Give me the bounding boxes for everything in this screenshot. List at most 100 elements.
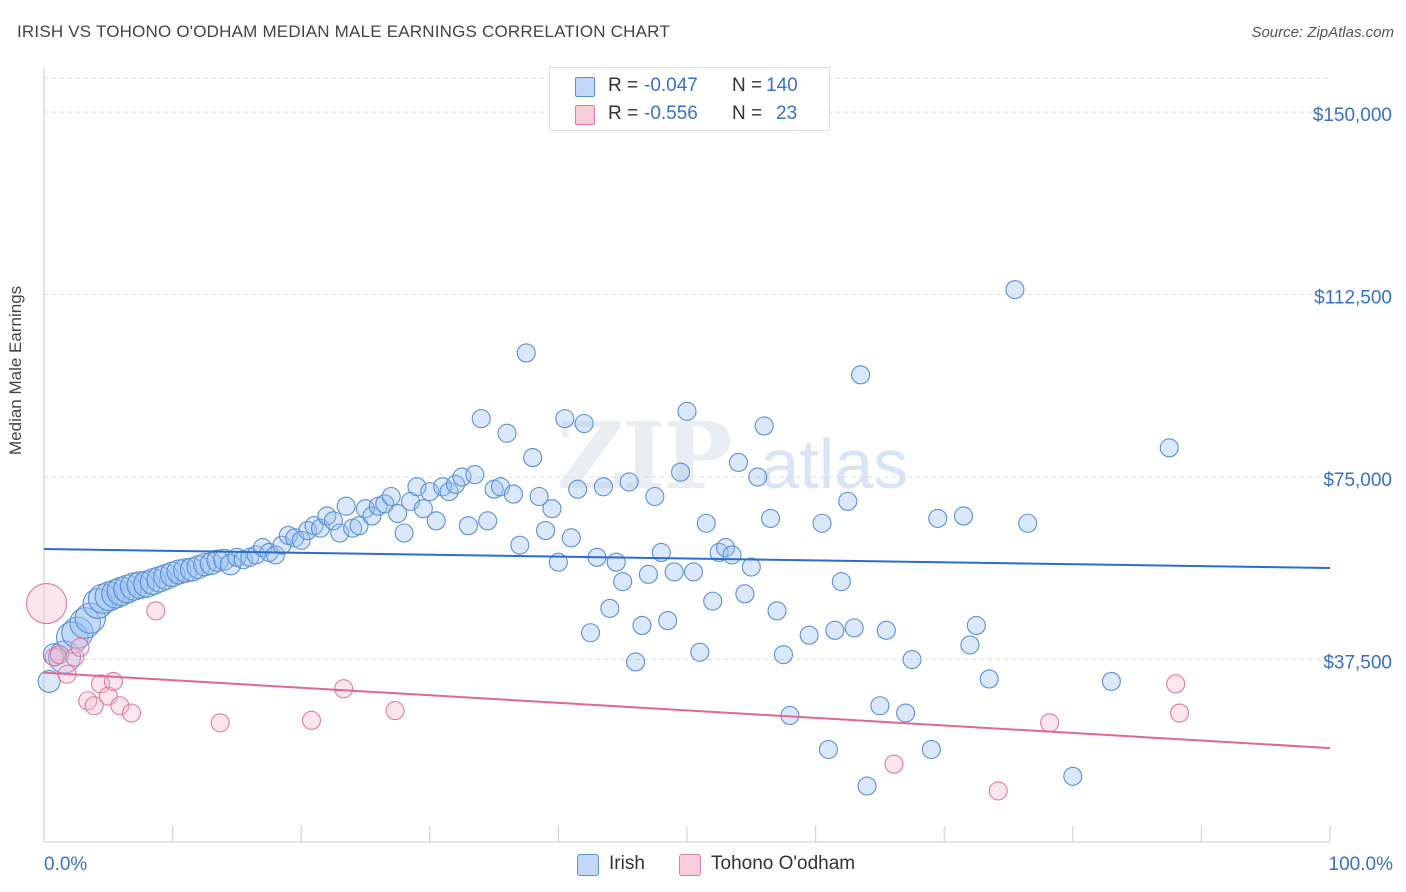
irish-point xyxy=(703,591,723,611)
irish-point xyxy=(645,486,665,507)
tohono-point xyxy=(1166,674,1186,694)
irish-point xyxy=(503,484,523,504)
irish-point xyxy=(773,645,794,665)
irish-point xyxy=(728,452,748,472)
y-tick-label: $112,500 xyxy=(1314,288,1392,309)
irish-point xyxy=(1063,766,1083,786)
irish-point xyxy=(690,642,710,662)
tohono-point xyxy=(78,691,98,711)
watermark-atlas: atlas xyxy=(760,425,909,503)
irish-point xyxy=(851,365,871,385)
irish-point xyxy=(388,503,408,524)
irish-point xyxy=(818,739,839,760)
irish-point xyxy=(555,409,575,429)
irish-point xyxy=(317,506,337,526)
irish-point xyxy=(619,472,639,492)
irish-point xyxy=(966,615,986,636)
series-swatch-irish xyxy=(577,854,599,876)
irish-point xyxy=(330,523,350,543)
irish-point xyxy=(799,625,819,645)
irish-point xyxy=(671,462,691,482)
irish-point xyxy=(219,553,242,576)
irish-point xyxy=(754,416,774,436)
irish-point xyxy=(37,669,61,693)
irish-point xyxy=(870,696,890,716)
irish-point xyxy=(478,511,498,531)
tohono-point xyxy=(44,647,64,667)
irish-point xyxy=(600,598,620,618)
tohono-point xyxy=(988,781,1008,801)
irish-point xyxy=(349,516,369,536)
irish-point xyxy=(523,448,543,468)
legend-r-value: -0.047 xyxy=(644,75,698,96)
irish-point xyxy=(166,559,192,585)
irish-point xyxy=(876,620,896,640)
series-label-irish: Irish xyxy=(609,853,645,874)
irish-point xyxy=(1018,513,1038,533)
irish-point xyxy=(69,607,102,639)
irish-point xyxy=(394,523,414,543)
tohono-point xyxy=(884,754,904,774)
irish-point xyxy=(677,401,697,421)
irish-point xyxy=(516,343,536,363)
irish-point xyxy=(683,562,703,582)
correlation-legend: R = -0.047 N = 140 R = -0.556 N = 23 xyxy=(549,67,830,131)
irish-point xyxy=(1005,280,1025,300)
irish-point xyxy=(658,611,678,631)
irish-point xyxy=(606,552,626,572)
irish-point xyxy=(716,538,736,558)
legend-row-tohono: R = -0.556 N = 23 xyxy=(550,100,829,128)
irish-point xyxy=(696,513,716,533)
legend-row-irish: R = -0.047 N = 140 xyxy=(550,72,829,100)
y-tick-label: $150,000 xyxy=(1313,105,1392,126)
legend-swatch-tohono xyxy=(575,105,595,125)
irish-point xyxy=(82,588,114,619)
irish-point xyxy=(748,467,768,487)
irish-point xyxy=(439,482,459,502)
irish-point xyxy=(465,465,485,485)
irish-point xyxy=(812,513,832,533)
tohono-point xyxy=(385,701,405,721)
irish-point xyxy=(497,423,517,443)
irish-point xyxy=(336,496,356,516)
tohono-point xyxy=(65,647,85,667)
tohono-point xyxy=(334,679,354,699)
irish-point xyxy=(407,477,427,497)
irish-point xyxy=(510,535,530,555)
irish-point xyxy=(651,542,671,563)
irish-point xyxy=(74,602,106,634)
tohono-point xyxy=(146,601,166,621)
irish-point xyxy=(420,482,440,502)
tohono-point xyxy=(103,671,123,691)
irish-trend-line xyxy=(43,548,1331,570)
tohono-point xyxy=(121,703,141,723)
irish-point xyxy=(574,413,594,434)
irish-point xyxy=(580,623,601,643)
legend-n-value: 140 xyxy=(766,75,798,96)
tohono-point xyxy=(301,710,322,730)
irish-point xyxy=(529,486,549,507)
irish-point xyxy=(857,776,877,796)
irish-point xyxy=(1101,671,1121,691)
irish-point xyxy=(323,511,343,531)
irish-point xyxy=(193,552,217,577)
tohono-point xyxy=(110,696,130,716)
legend-n-label: N = xyxy=(732,103,763,124)
tohono-point xyxy=(1169,703,1190,723)
legend-r-value: -0.556 xyxy=(644,103,698,124)
irish-point xyxy=(626,652,646,672)
irish-point xyxy=(375,494,395,514)
irish-point xyxy=(535,521,556,541)
legend-n-value: 23 xyxy=(776,103,798,124)
irish-point xyxy=(413,499,433,519)
irish-point xyxy=(825,620,845,640)
series-legend: Irish Tohono O'odham xyxy=(0,852,1406,880)
irish-point xyxy=(445,474,466,494)
irish-point xyxy=(458,516,478,536)
chart-source: Source: ZipAtlas.com xyxy=(1251,24,1394,41)
irish-point xyxy=(844,618,864,638)
irish-point xyxy=(471,409,491,429)
irish-point xyxy=(902,649,922,670)
tohono-point xyxy=(70,637,90,657)
irish-point xyxy=(896,703,916,723)
